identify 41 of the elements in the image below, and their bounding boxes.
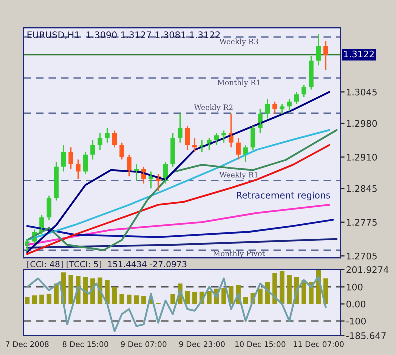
bar [54, 284, 59, 304]
line-series [26, 204, 331, 246]
y-tick-label: 0.00 [346, 300, 366, 308]
bar [120, 294, 124, 304]
bar [222, 288, 226, 304]
bar [142, 296, 146, 304]
bar [185, 291, 190, 304]
bar [170, 294, 176, 304]
chart-title: [CCI: 48] [TCCI: 5] 151.4434 -27.0973 [28, 261, 187, 269]
y-tick-label: 1.3045 [347, 88, 377, 96]
bar [244, 297, 248, 304]
bar [112, 287, 118, 304]
bar [105, 280, 110, 304]
annotation: Retracement regions [237, 192, 330, 201]
bar [207, 291, 212, 304]
bar [40, 294, 44, 304]
y-tick-label: 1.2910 [347, 154, 378, 161]
line-series [26, 276, 327, 332]
y-tick-label: 201.9274 [346, 266, 389, 274]
y-tick-label: -100 [346, 318, 366, 325]
bar [272, 274, 278, 304]
bar [192, 292, 198, 304]
bar [68, 275, 74, 304]
bar [287, 275, 292, 304]
y-tick-label: 1.2705 [347, 252, 377, 260]
bar [126, 294, 132, 304]
bar [134, 296, 140, 304]
y-tick-label: 100 [347, 284, 363, 291]
bar [46, 294, 52, 304]
line-series [26, 144, 331, 256]
chart-title: EURUSD,H1 1.3090 1.3127 1.3081 1.3122 [28, 32, 220, 40]
y-tick-label: 1.2980 [347, 120, 378, 128]
y-tick-label: 1.2775 [347, 219, 377, 226]
line-series [26, 219, 334, 238]
bar [258, 288, 263, 304]
ref-line-label: 1.3122 [344, 50, 374, 58]
bar [280, 270, 285, 304]
bar [32, 296, 38, 304]
bar [25, 297, 30, 304]
y-tick-label: 1.2845 [347, 185, 377, 192]
y-tick-label: -185.647 [346, 332, 386, 340]
